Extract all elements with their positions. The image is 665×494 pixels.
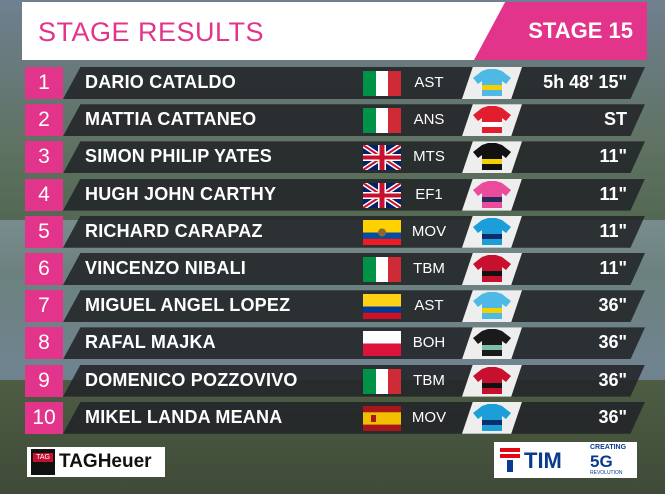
- row-band: [63, 401, 645, 434]
- row-band: [63, 290, 645, 323]
- tim-5g-text: 5G: [590, 452, 613, 471]
- team-code: MOV: [411, 222, 447, 240]
- stage-panel: STAGE 15: [474, 2, 647, 60]
- row-band: [63, 104, 645, 137]
- rank-label: 3: [25, 141, 63, 174]
- bahrain-jersey-icon: [462, 364, 522, 397]
- rank-label: 4: [25, 178, 63, 211]
- team-code: TBM: [413, 371, 445, 389]
- rank-label: 6: [25, 253, 63, 285]
- stage-label: STAGE 15: [528, 18, 633, 43]
- rider-name: MIKEL LANDA MEANA: [85, 406, 283, 427]
- table-row: 5 RICHARD CARAPAZ MOV 11": [25, 215, 645, 248]
- mitchelton-jersey-icon: [462, 141, 522, 174]
- team-code: AST: [414, 297, 444, 315]
- team-code: BOH: [412, 334, 446, 352]
- table-row: 10 MIKEL LANDA MEANA MOV 36": [25, 401, 645, 434]
- table-row: 4 HUGH JOHN CARTHY EF1 11": [25, 178, 645, 211]
- italy-flag-icon: [363, 257, 401, 282]
- italy-flag-icon: [363, 108, 401, 134]
- tim-mark-icon: [500, 448, 520, 472]
- row-band: [63, 215, 645, 248]
- bahrain-jersey-icon: [462, 253, 522, 285]
- rider-name: MATTIA CATTANEO: [85, 109, 257, 130]
- rank-label: 1: [25, 67, 63, 99]
- finish-time: 36": [598, 295, 627, 316]
- tagheuer-text: TAGHeuer: [59, 451, 152, 472]
- team-code: MOV: [411, 408, 447, 426]
- finish-time: 11": [599, 183, 627, 204]
- row-band: [63, 67, 645, 99]
- finish-time: 11": [599, 146, 627, 167]
- uk-flag-icon: [363, 182, 401, 208]
- table-row: 8 RAFAL MAJKA BOH 36": [25, 327, 645, 360]
- rider-name: RAFAL MAJKA: [85, 332, 216, 353]
- rider-name: DARIO CATALDO: [85, 72, 236, 92]
- bora-jersey-icon: [462, 327, 522, 360]
- tim-text: TIM: [524, 448, 562, 473]
- team-code: EF1: [415, 185, 443, 203]
- results-header: STAGE RESULTS STAGE 15: [22, 2, 647, 60]
- table-row: 3 SIMON PHILIP YATES MTS 11": [25, 141, 645, 174]
- tagheuer-badge-icon: TAG: [31, 449, 55, 475]
- table-row: 7 MIGUEL ANGEL LOPEZ AST 36": [25, 290, 645, 323]
- tim-creating-text: CREATING: [590, 444, 627, 451]
- row-band: [63, 364, 645, 397]
- rank-label: 9: [25, 364, 63, 397]
- rider-name: VINCENZO NIBALI: [85, 258, 247, 278]
- rider-name: MIGUEL ANGEL LOPEZ: [85, 295, 291, 316]
- team-code: TBM: [413, 260, 445, 277]
- table-row: 2 MATTIA CATTANEO ANS ST: [25, 104, 645, 137]
- movistar-jersey-icon: [462, 401, 522, 434]
- finish-time: 11": [599, 220, 627, 241]
- tagheuer-badge-text: TAG: [33, 453, 53, 462]
- italy-flag-icon: [363, 71, 401, 96]
- rank-label: 5: [25, 215, 63, 248]
- ecuador-flag-icon: [363, 219, 401, 245]
- italy-flag-icon: [363, 368, 401, 394]
- tim-logo: TIM CREATING 5G REVOLUTION: [494, 442, 637, 478]
- row-band: [63, 178, 645, 211]
- ef-jersey-icon: [462, 178, 522, 211]
- row-band: [63, 327, 645, 360]
- colombia-flag-icon: [363, 294, 401, 320]
- finish-time: 5h 48' 15": [543, 72, 627, 92]
- rider-name: RICHARD CARAPAZ: [85, 220, 263, 241]
- astana-jersey-icon: [462, 290, 522, 323]
- finish-time: 36": [598, 406, 627, 427]
- row-band: [63, 141, 645, 174]
- team-code: AST: [414, 74, 444, 91]
- rank-label: 7: [25, 290, 63, 323]
- table-row: 9 DOMENICO POZZOVIVO TBM 36": [25, 364, 645, 397]
- rider-name: SIMON PHILIP YATES: [85, 146, 272, 167]
- movistar-jersey-icon: [462, 215, 522, 248]
- finish-time: 36": [598, 369, 627, 390]
- finish-time: 11": [599, 258, 627, 278]
- title-panel: STAGE RESULTS: [22, 2, 508, 60]
- rider-name: DOMENICO POZZOVIVO: [85, 369, 298, 390]
- uk-flag-icon: [363, 145, 401, 171]
- androni-jersey-icon: [462, 104, 522, 137]
- team-code: MTS: [413, 148, 445, 166]
- rider-name: HUGH JOHN CARTHY: [85, 183, 277, 204]
- tim-revolution-text: REVOLUTION: [590, 470, 623, 476]
- table-row: 1 DARIO CATALDO AST 5h 48' 15": [25, 67, 645, 99]
- rank-label: 2: [25, 104, 63, 137]
- team-code: ANS: [413, 111, 445, 129]
- page-title: STAGE RESULTS: [38, 17, 265, 47]
- rank-label: 8: [25, 327, 63, 360]
- astana-jersey-icon: [462, 67, 522, 99]
- tagheuer-logo: TAG TAGHeuer: [27, 447, 165, 477]
- spain-flag-icon: [363, 405, 401, 431]
- poland-flag-icon: [363, 331, 401, 357]
- table-row: 6 VINCENZO NIBALI TBM 11": [25, 253, 645, 285]
- finish-time: ST: [603, 109, 627, 130]
- finish-time: 36": [598, 332, 627, 353]
- rank-label: 10: [25, 401, 63, 434]
- row-band: [63, 253, 645, 285]
